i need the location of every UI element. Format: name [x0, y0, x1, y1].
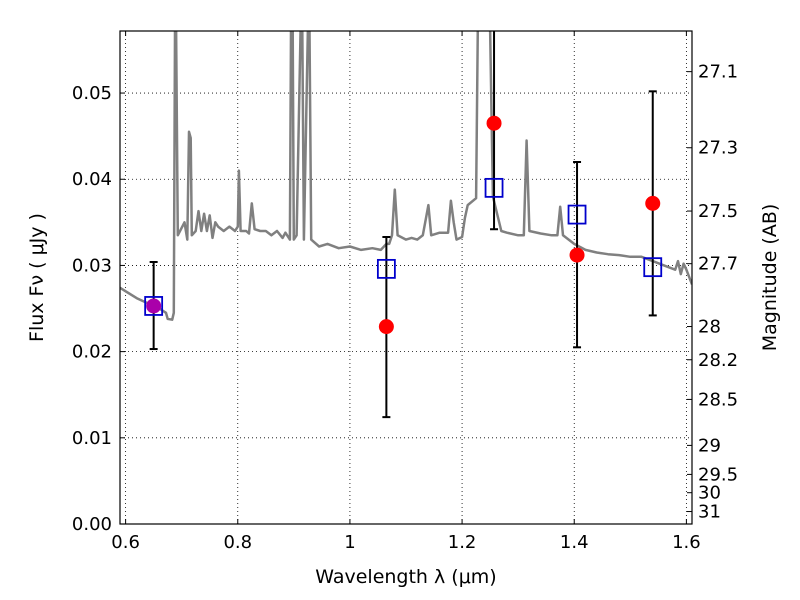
model-flux-point [643, 257, 663, 278]
right-tick-label: 30 [698, 483, 721, 504]
y-tick-label: 0.00 [72, 514, 112, 535]
grid-layer [120, 31, 692, 524]
x-tick-label: 1 [344, 532, 355, 553]
x-tick-label: 0.8 [223, 532, 252, 553]
tick-layer: 0.6 0.8 1 1.2 1.4 1.6 0.00 0.01 0.02 0.03 0.04 0.05… [72, 31, 738, 553]
right-tick-label: 29 [698, 435, 721, 456]
right-tick-label: 28 [698, 317, 721, 338]
measured-flux-point [645, 195, 661, 211]
x-tick-label: 1.2 [448, 532, 477, 553]
x-tick-label: 1.6 [672, 532, 701, 553]
y-axis-title: Flux Fν ( μJy ) [26, 213, 48, 342]
right-tick-label: 28.5 [698, 389, 738, 410]
y-tick-label: 0.03 [72, 255, 112, 276]
right-tick-label: 27.1 [698, 62, 738, 83]
measured-flux-point [378, 319, 394, 335]
model-flux-point [484, 177, 504, 198]
right-tick-label: 29.5 [698, 464, 738, 485]
y-tick-label: 0.01 [72, 428, 112, 449]
right-tick-label: 31 [698, 502, 721, 523]
measured-flux-point [486, 115, 502, 131]
plot-layer [120, 31, 692, 419]
y-tick-label: 0.04 [72, 169, 112, 190]
right-tick-label: 27.3 [698, 138, 738, 159]
model-flux-point [376, 258, 396, 279]
plot-frame [119, 30, 693, 525]
model-flux-point [567, 204, 587, 225]
measured-flux-point [146, 298, 162, 314]
spectrum-line [120, 31, 692, 321]
measured-flux-point [569, 247, 585, 263]
right-tick-label: 27.5 [698, 201, 738, 222]
x-tick-label: 1.4 [560, 532, 589, 553]
right-tick-label: 28.2 [698, 350, 738, 371]
x-tick-label: 0.6 [111, 532, 140, 553]
right-tick-label: 27.7 [698, 254, 738, 275]
y-tick-label: 0.05 [72, 83, 112, 104]
right-axis-title: Magnitude (AB) [759, 204, 781, 352]
x-axis-title: Wavelength λ (μm) [315, 566, 496, 588]
y-tick-label: 0.02 [72, 342, 112, 363]
model-flux-point [144, 296, 164, 316]
